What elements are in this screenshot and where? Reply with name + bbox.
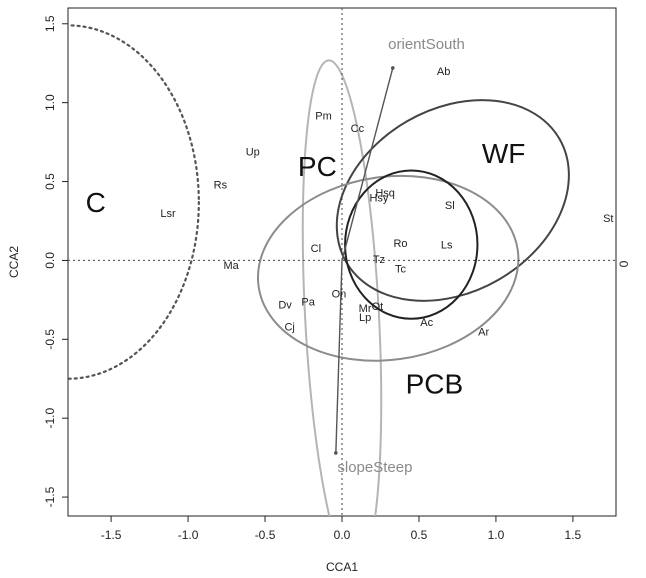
group-label-pc: PC	[298, 151, 337, 182]
species-label-tz: Tz	[373, 254, 385, 266]
group-ellipse-pc	[301, 59, 383, 516]
species-label-cj: Cj	[284, 322, 294, 334]
group-labels: C PC WF PCB	[86, 138, 526, 399]
group-ellipse-c	[68, 24, 200, 380]
x-tick-label: 1.5	[565, 528, 582, 542]
y-tick-label: 0.0	[43, 252, 57, 269]
x-axis: -1.5 -1.0 -0.5 0.0 0.5 1.0 1.5	[101, 516, 582, 542]
vector-head-orient-south	[390, 66, 395, 70]
species-label-ls: Ls	[441, 240, 453, 252]
species-label-tc: Tc	[395, 263, 407, 275]
species-label-ro: Ro	[393, 238, 407, 250]
species-label-st: St	[603, 213, 613, 225]
species-label-lp: Lp	[359, 312, 371, 324]
species-label-rs: Rs	[214, 180, 228, 192]
x-tick-label: 1.0	[488, 528, 505, 542]
group-ellipse-pcb	[256, 174, 520, 362]
y-tick-label: -1.5	[43, 486, 57, 507]
right-axis-label: 0	[617, 260, 631, 267]
vector-orient-south	[341, 67, 394, 261]
species-label-up: Up	[246, 147, 260, 159]
y-tick-label: -0.5	[43, 329, 57, 350]
species-label-ab: Ab	[437, 66, 450, 78]
group-label-pcb: PCB	[406, 368, 464, 399]
species-label-sl: Sl	[445, 200, 455, 212]
reference-lines	[68, 8, 616, 516]
x-tick-label: -1.5	[101, 528, 122, 542]
group-ellipses	[68, 24, 570, 516]
species-label-ma: Ma	[224, 260, 240, 272]
vector-head-slope-steep	[334, 451, 338, 455]
y-tick-label: 1.5	[43, 15, 57, 32]
species-label-mr: Mr	[359, 303, 372, 315]
group-label-c: C	[86, 187, 106, 218]
x-tick-label: -0.5	[255, 528, 276, 542]
vector-label-slope-steep: slopeSteep	[337, 459, 412, 476]
x-axis-title: CCA1	[326, 560, 358, 574]
y-tick-label: 1.0	[43, 94, 57, 111]
vector-slope-steep	[335, 260, 343, 453]
species-label-hsy: Hsy	[369, 192, 388, 204]
y-tick-label: -1.0	[43, 408, 57, 429]
species-label-on: On	[332, 289, 347, 301]
x-tick-label: -1.0	[178, 528, 199, 542]
species-label-hsq: Hsq	[375, 188, 395, 200]
x-tick-label: 0.0	[334, 528, 351, 542]
species-label-cc: Cc	[351, 123, 365, 135]
species-label-cl: Cl	[311, 243, 321, 255]
species-label-pa: Pa	[301, 296, 315, 308]
species-label-ar: Ar	[478, 326, 489, 338]
y-axis-title: CCA2	[7, 246, 21, 278]
environmental-vectors: orientSouth slopeSteep	[334, 36, 465, 476]
species-label-dv: Dv	[278, 300, 292, 312]
species-label-ot: Ot	[372, 301, 384, 313]
species-label-pm: Pm	[315, 110, 332, 122]
group-label-wf: WF	[482, 138, 526, 169]
vector-label-orient-south: orientSouth	[388, 36, 465, 53]
y-axis: -1.5 -1.0 -0.5 0.0 0.5 1.0 1.5	[43, 15, 68, 507]
group-ellipse-core	[344, 169, 479, 320]
species-label-lsr: Lsr	[160, 208, 176, 220]
x-tick-label: 0.5	[411, 528, 428, 542]
species-label-ac: Ac	[420, 317, 433, 329]
y-tick-label: 0.5	[43, 173, 57, 190]
